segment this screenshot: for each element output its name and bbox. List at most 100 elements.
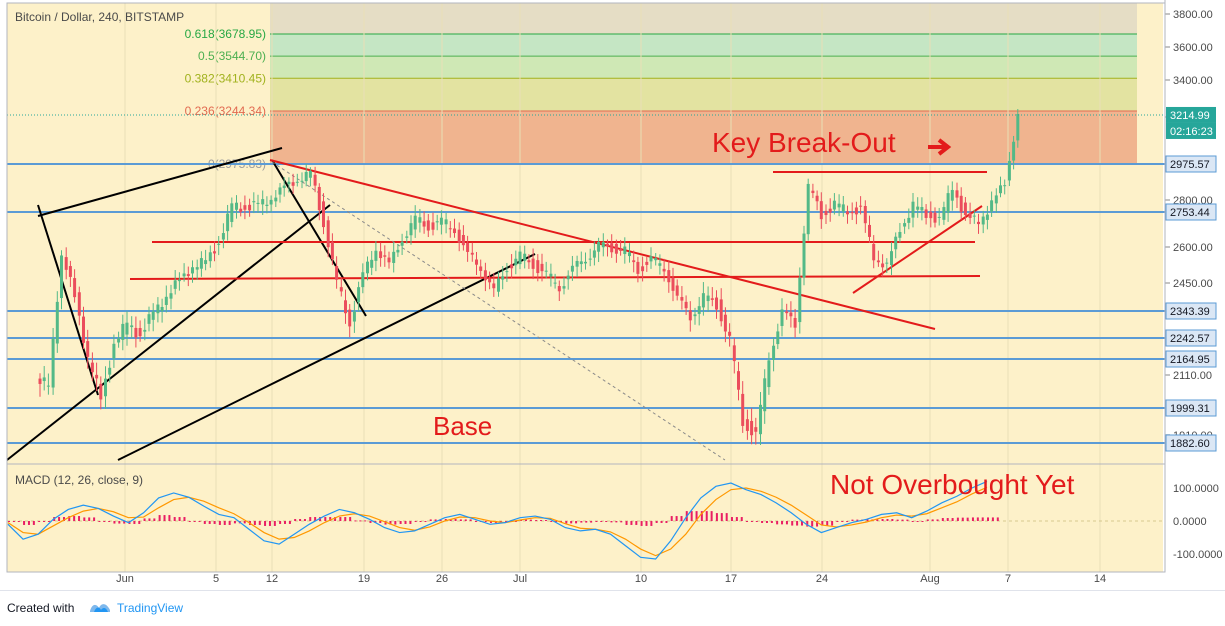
macd-histogram-bar [831, 521, 834, 526]
candle-body [806, 183, 810, 235]
macd-histogram-bar [414, 521, 417, 522]
y-tick-9: 3800.00 [1173, 9, 1213, 21]
macd-line [7, 480, 988, 560]
candle-body [348, 309, 352, 327]
candle-body [125, 322, 129, 335]
candle-body [291, 182, 295, 186]
candle-body [42, 377, 46, 382]
candle-body [173, 280, 177, 289]
macd-histogram-bar [12, 521, 15, 522]
channel-lower-line [6, 204, 331, 461]
macd-histogram-bar [148, 518, 151, 521]
candle-body [235, 202, 238, 210]
countdown-text: 02:16:23 [1170, 126, 1213, 138]
candle-body [483, 270, 487, 281]
x-tick-11: 14 [1094, 573, 1106, 585]
candle-body [544, 270, 548, 272]
candle-body [741, 393, 745, 426]
candle-body [942, 207, 946, 220]
macd-histogram-bar [650, 521, 653, 526]
candle-body [497, 278, 500, 292]
macd-histogram-bar [560, 521, 563, 522]
candle-body [191, 267, 194, 274]
candle-body [619, 249, 623, 251]
level-tag-0 [1165, 155, 1217, 173]
macd-histogram-bar [806, 521, 809, 527]
candle-body [199, 258, 203, 269]
candle-body [859, 205, 863, 207]
candle-body [82, 316, 85, 343]
candle-body [239, 208, 243, 212]
candle-body [763, 378, 767, 412]
y-tick-1: 2110.00 [1173, 370, 1212, 382]
candle-body [226, 213, 230, 232]
macd-histogram-bar [389, 521, 392, 525]
tradingview-brand[interactable]: TradingView [117, 601, 184, 615]
macd-histogram-bar [856, 519, 859, 521]
macd-histogram-bar [816, 521, 819, 527]
tradingview-logo-icon[interactable] [88, 599, 112, 615]
macd-histogram-bar [976, 517, 979, 521]
candle-body [479, 266, 483, 271]
macd-histogram-bar [273, 521, 276, 526]
candle-body [208, 252, 212, 262]
macd-histogram-bar [746, 521, 749, 522]
macd-histogram-bar [966, 517, 969, 521]
candle-body [68, 266, 72, 277]
candle-body [710, 298, 714, 300]
candle-body [330, 242, 334, 260]
candle-body [745, 419, 749, 431]
fib-label-1: 0.5(3544.70) [198, 49, 266, 63]
candle-body [628, 252, 631, 257]
candle-body [579, 261, 583, 265]
price-chart[interactable]: 0.618(3678.95) 0.5(3544.70) 0.382(3410.45)… [0, 0, 1225, 590]
candle-body [117, 338, 121, 343]
candle-body [793, 317, 797, 328]
candle-body [557, 286, 561, 292]
candle-body [470, 252, 474, 255]
level-tag-4 [1165, 350, 1217, 368]
footer: Created with TradingView [0, 590, 1225, 626]
macd-histogram-bar [409, 521, 412, 524]
macd-histogram-bar [369, 521, 372, 523]
breakout-annotation: Key Break-Out [712, 127, 896, 158]
candle-body [623, 246, 627, 255]
candle-body [300, 180, 304, 182]
candle-body [968, 213, 972, 218]
macd-histogram-bar [911, 521, 914, 522]
macd-histogram-bar [735, 517, 738, 521]
candle-body [911, 201, 915, 218]
candle-body [379, 251, 383, 259]
candle-body [872, 243, 876, 261]
y-tick-7: 3400.00 [1173, 75, 1213, 87]
macd-histogram-bar [469, 519, 472, 521]
macd-histogram-bar [931, 519, 934, 521]
candle-body [881, 263, 885, 268]
macd-histogram-bar [700, 511, 703, 521]
candle-body [536, 260, 540, 274]
price-axis-bg [1165, 0, 1225, 590]
candle-body [164, 296, 168, 305]
macd-histogram-bar [68, 516, 71, 521]
macd-histogram-bar [118, 521, 121, 524]
macd-histogram-bar [956, 517, 959, 521]
candle-body [186, 274, 190, 276]
candle-body [221, 233, 225, 240]
candle-body [789, 312, 793, 317]
chart-frame: 0.618(3678.95) 0.5(3544.70) 0.382(3410.45)… [0, 0, 1225, 590]
macd-annotation: Not Overbought Yet [830, 469, 1075, 500]
level-tag-text-2: 2343.39 [1170, 306, 1210, 318]
candle-body [448, 228, 452, 230]
candle-body [361, 272, 365, 288]
candle-body [431, 222, 435, 230]
candle-body [160, 306, 164, 312]
macd-histogram-bar [359, 520, 362, 522]
candle-body [767, 360, 771, 388]
macd-histogram-bar [781, 521, 784, 525]
candle-body [461, 235, 465, 246]
candle-body [832, 200, 836, 210]
macd-histogram-bar [17, 521, 20, 522]
candle-body [680, 297, 684, 301]
macd-histogram-bar [635, 521, 638, 525]
level-tag-1 [1165, 203, 1217, 221]
